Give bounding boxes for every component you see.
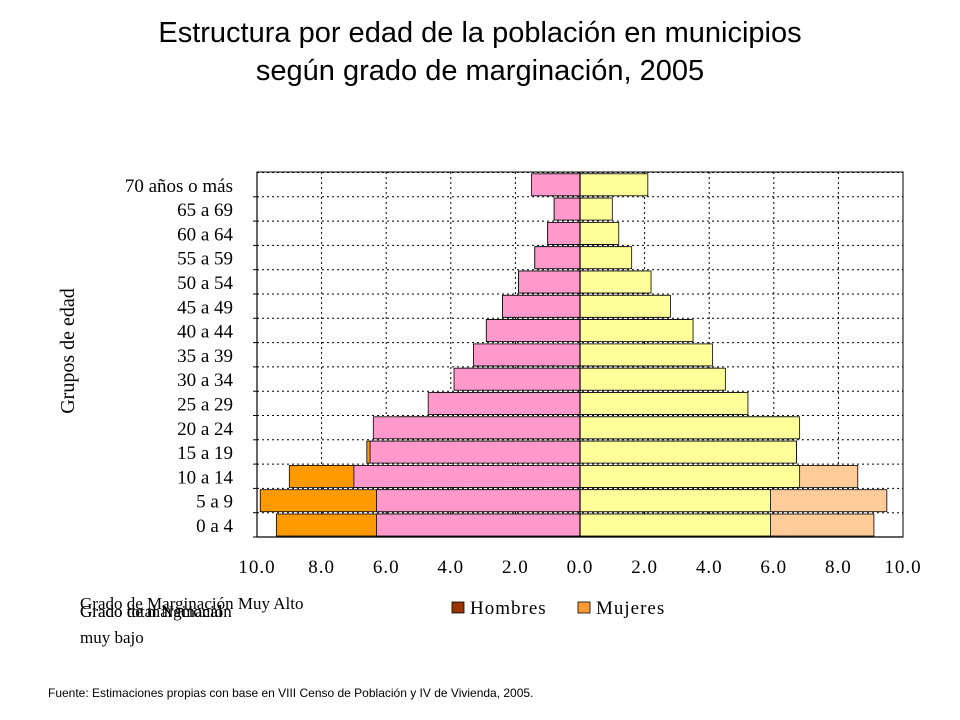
x-tick-label: 8.0: [308, 557, 335, 578]
axes: [256, 172, 903, 538]
category-labels: 0 a 4 5 a 9 10 a 14 15 a 19 20 a 24 25 a 29 30…: [125, 176, 257, 538]
title-line-1: Estructura por edad de la población en m…: [158, 17, 802, 49]
x-tick-label: 0.0: [567, 557, 594, 578]
category-label: 55 a 59: [177, 249, 233, 270]
x-tick-labels: 10.0 8.0 6.0 4.0 2.0 0.0 2.0 4.0 6.0 8.0 10.0: [238, 557, 921, 578]
x-tick-label: 4.0: [696, 557, 723, 578]
overlapping-series-label: Grado de marginación: [80, 602, 232, 621]
bar-right-series-3-10: [579, 270, 652, 294]
x-tick-label: 6.0: [760, 557, 787, 578]
bar-left-series-1-3: [369, 440, 581, 464]
x-tick-label: 2.0: [502, 557, 529, 578]
y-axis-label: Grupos de edad: [57, 288, 79, 414]
bar-left-series-1-7: [473, 343, 581, 367]
bar-left-series-1-14: [531, 173, 581, 197]
legend-label-mujeres: Mujeres: [596, 598, 665, 619]
legend-label-hombres: Hombres: [470, 598, 547, 619]
category-label: 30 a 34: [177, 370, 233, 391]
bar-left-series-1-10: [518, 270, 581, 294]
overlapping-series-label: Grado total Nacional: [80, 602, 223, 621]
category-label: 0 a 4: [196, 516, 233, 537]
bar-right-series-3-9: [579, 294, 671, 318]
category-label: 10 a 14: [177, 467, 233, 488]
category-label: 5 a 9: [196, 492, 233, 513]
chart-title: Estructura por edad de la población en m…: [0, 14, 960, 90]
bar-right-series-3-4: [579, 416, 801, 440]
x-tick-label: 10.0: [884, 557, 921, 578]
bar-left-series-1-9: [502, 294, 581, 318]
bar-left-series-1-4: [372, 416, 581, 440]
x-tick-label: 8.0: [825, 557, 852, 578]
legend-swatch-hombres: [451, 601, 465, 614]
bar-right-series-3-0: [579, 513, 771, 537]
overlapping-series-label: muy bajo: [80, 628, 144, 647]
category-label: 40 a 44: [177, 322, 233, 343]
category-label: 15 a 19: [177, 443, 233, 464]
bar-right-series-3-13: [579, 197, 613, 221]
bar-right-series-3-11: [579, 246, 633, 270]
bar-left-series-1-12: [547, 221, 581, 245]
category-label: 50 a 54: [177, 273, 233, 294]
x-tick-label: 10.0: [238, 557, 275, 578]
bar-left-series-1-13: [553, 197, 581, 221]
legend: Hombres Mujeres: [451, 598, 665, 619]
category-label: 20 a 24: [177, 419, 233, 440]
category-label: 25 a 29: [177, 395, 233, 416]
bar-right-series-3-1: [579, 489, 771, 513]
category-label: 65 a 69: [177, 200, 233, 221]
category-label: 60 a 64: [177, 224, 233, 245]
bar-left-series-1-2: [353, 464, 581, 488]
bar-right-series-3-7: [579, 343, 713, 367]
legend-swatch-mujeres: [577, 601, 591, 614]
bars: [259, 173, 888, 537]
bar-right-series-3-2: [579, 464, 801, 488]
bar-left-series-1-11: [534, 246, 581, 270]
bar-left-series-1-0: [376, 513, 581, 537]
bar-right-series-3-3: [579, 440, 797, 464]
bar-left-series-1-1: [376, 489, 581, 513]
bar-right-series-3-5: [579, 392, 749, 415]
bar-left-series-1-8: [485, 319, 581, 343]
x-tick-label: 2.0: [631, 557, 658, 578]
bar-left-series-1-6: [453, 367, 581, 391]
source-note: Fuente: Estimaciones propias con base en…: [48, 686, 534, 700]
bar-right-series-3-6: [579, 367, 726, 391]
category-label: 70 años o más: [125, 176, 233, 197]
x-tick-label: 6.0: [373, 557, 400, 578]
category-label: 45 a 49: [177, 297, 233, 318]
bar-right-series-3-14: [579, 173, 649, 197]
bar-left-series-1-5: [427, 392, 581, 415]
title-line-2: según grado de marginación, 2005: [255, 55, 705, 87]
x-tick-label: 4.0: [437, 557, 464, 578]
bar-right-series-3-12: [579, 221, 620, 245]
category-label: 35 a 39: [177, 346, 233, 367]
overlapping-series-label: Grado de Marginación Muy Alto: [80, 594, 303, 613]
bar-right-series-3-8: [579, 319, 694, 343]
